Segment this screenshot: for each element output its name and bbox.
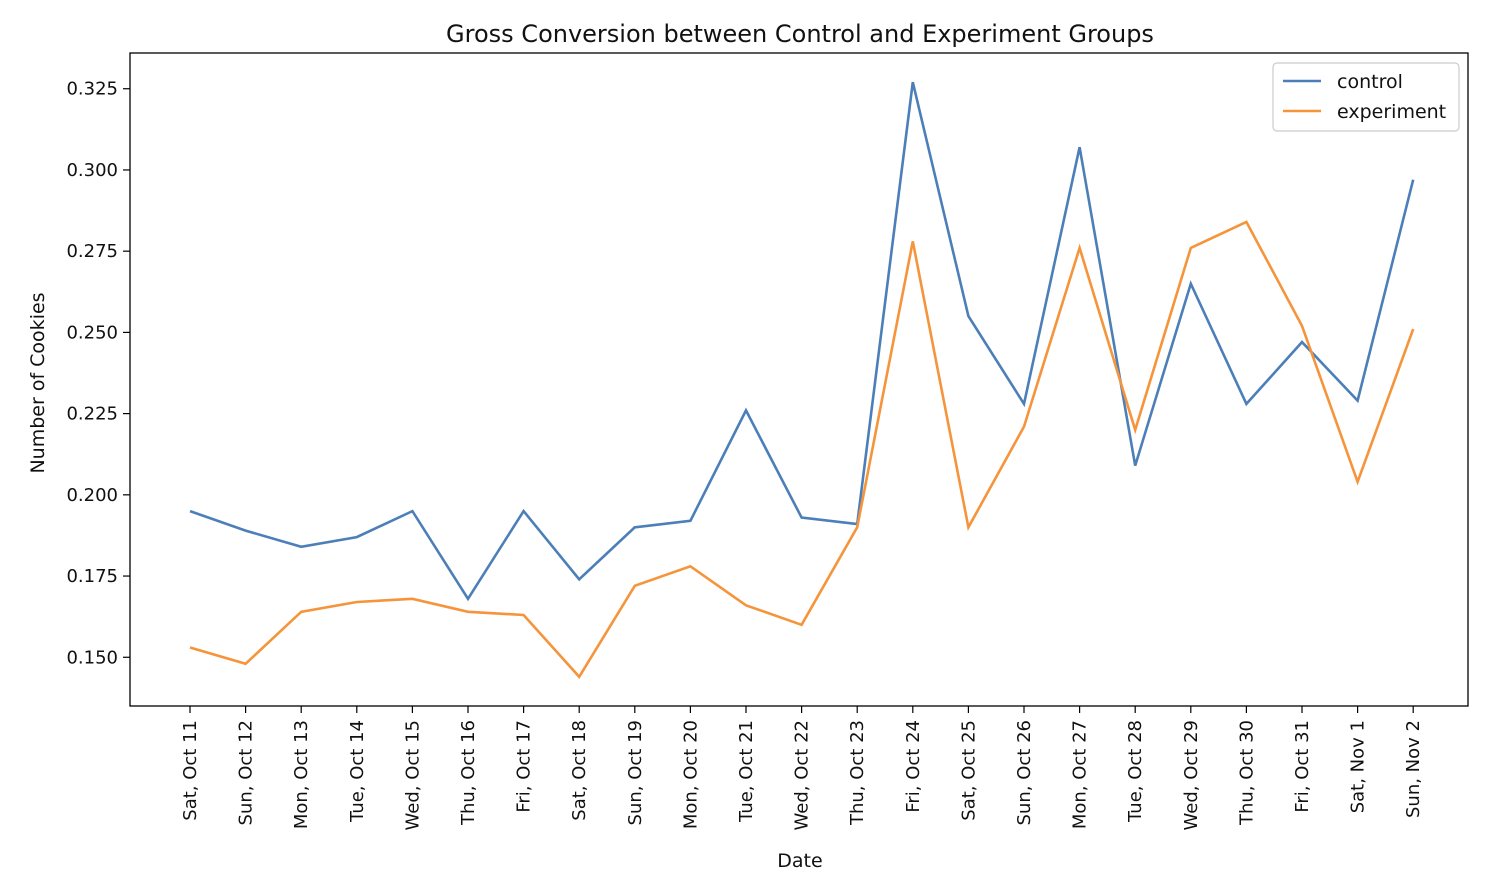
plot-area: 0.150 0.175 0.200 0.225 0.250 0.275 0.300 0.325… (66, 52, 1469, 830)
y-axis-label: Number of Cookies (27, 292, 49, 473)
x-tick-label-16: Mon, Oct 27 (1070, 720, 1091, 829)
legend-label-control: control (1337, 71, 1403, 93)
x-tick-label-4: Wed, Oct 15 (402, 720, 423, 830)
x-tick-label-15: Sun, Oct 26 (1014, 720, 1035, 825)
x-tick-label-11: Wed, Oct 22 (792, 720, 813, 830)
y-tick-label-4: 0.250 (66, 322, 118, 343)
x-tick-label-21: Sat, Nov 1 (1348, 720, 1369, 813)
series-line-experiment (189, 220, 1415, 679)
y-tick-label-2: 0.200 (66, 485, 118, 506)
x-tick-label-9: Mon, Oct 20 (680, 720, 701, 829)
y-tick-label-1: 0.175 (66, 566, 118, 587)
legend-label-experiment: experiment (1337, 101, 1446, 123)
x-tick-label-19: Thu, Oct 30 (1236, 720, 1257, 826)
y-tick-label-7: 0.325 (66, 79, 118, 100)
x-tick-label-12: Thu, Oct 23 (847, 720, 868, 826)
x-tick-label-14: Sat, Oct 25 (958, 720, 979, 821)
plot-frame (129, 52, 1469, 707)
x-tick-label-20: Fri, Oct 31 (1292, 720, 1313, 813)
x-tick-label-17: Tue, Oct 28 (1125, 720, 1146, 823)
y-tick-label-5: 0.275 (66, 241, 118, 262)
x-tick-label-2: Mon, Oct 13 (291, 720, 312, 829)
x-tick-label-5: Thu, Oct 16 (458, 720, 479, 826)
x-tick-label-8: Sun, Oct 19 (625, 720, 646, 825)
x-tick-label-18: Wed, Oct 29 (1181, 720, 1202, 830)
y-tick-label-6: 0.300 (66, 160, 118, 181)
y-tick-label-3: 0.225 (66, 404, 118, 425)
x-tick-label-6: Fri, Oct 17 (514, 720, 535, 813)
legend: control experiment (1272, 62, 1460, 132)
x-axis-label: Date (777, 850, 822, 872)
series-line-control (189, 81, 1415, 602)
x-tick-label-0: Sat, Oct 11 (180, 720, 201, 821)
x-tick-label-1: Sun, Oct 12 (236, 720, 257, 825)
y-tick-label-0: 0.150 (66, 647, 118, 668)
x-tick-label-22: Sun, Nov 2 (1403, 720, 1424, 818)
chart-title: Gross Conversion between Control and Exp… (446, 20, 1154, 48)
x-tick-label-7: Sat, Oct 18 (569, 720, 590, 821)
x-tick-label-3: Tue, Oct 14 (347, 720, 368, 823)
x-tick-label-10: Tue, Oct 21 (736, 720, 757, 823)
x-tick-label-13: Fri, Oct 24 (903, 720, 924, 813)
